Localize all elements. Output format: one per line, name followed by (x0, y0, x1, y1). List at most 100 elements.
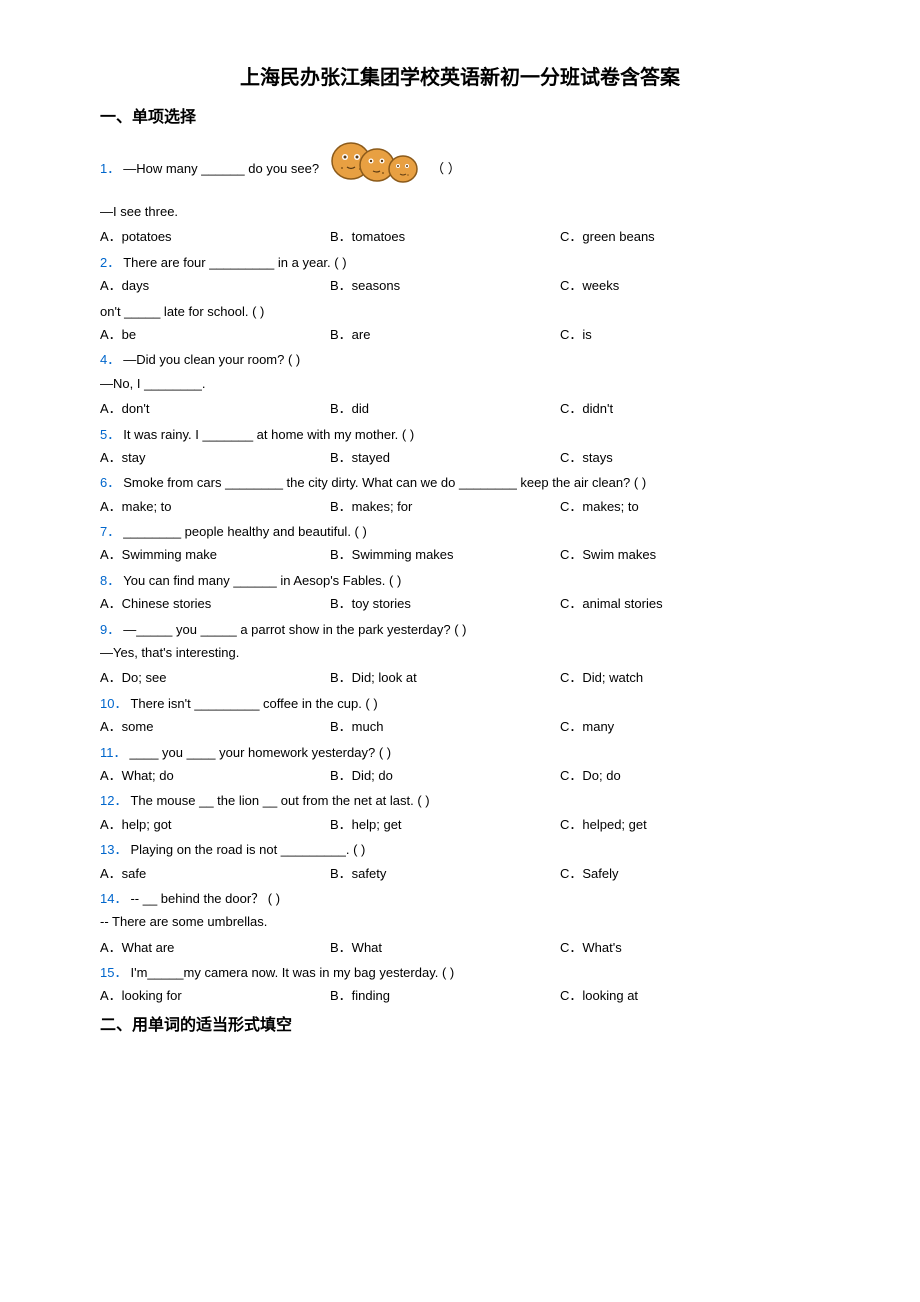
option: C．many (560, 715, 790, 738)
option: C．Swim makes (560, 543, 790, 566)
option: B．did (330, 397, 560, 420)
option: A．some (100, 715, 330, 738)
option: A．potatoes (100, 225, 330, 248)
question-number: 4． (100, 348, 120, 371)
option: C．Did; watch (560, 666, 790, 689)
answer-line: —No, I ________. (100, 372, 820, 395)
option: A．What are (100, 936, 330, 959)
question: 1．—How many ______ do you see? （ ）—I see… (100, 137, 820, 249)
answer-line: -- There are some umbrellas. (100, 910, 820, 933)
question: 7．________ people healthy and beautiful.… (100, 520, 820, 567)
option: C．animal stories (560, 592, 790, 615)
option: B．What (330, 936, 560, 959)
question: 6．Smoke from cars ________ the city dirt… (100, 471, 820, 518)
option: A．help; got (100, 813, 330, 836)
question: 14．-- __ behind the door？ ( )-- There ar… (100, 887, 820, 959)
option: C．makes; to (560, 495, 790, 518)
option: C．What's (560, 936, 790, 959)
question: 13．Playing on the road is not _________.… (100, 838, 820, 885)
option: A．be (100, 323, 330, 346)
options-row: A．Swimming makeB．Swimming makesC．Swim ma… (100, 543, 820, 566)
question-number: 15． (100, 961, 127, 984)
options-row: A．looking forB．findingC．looking at (100, 984, 820, 1007)
question-number: 7． (100, 520, 120, 543)
question-text: There isn't _________ coffee in the cup.… (130, 692, 377, 715)
option: B．help; get (330, 813, 560, 836)
question-text: —_____ you _____ a parrot show in the pa… (123, 618, 466, 641)
question: 8．You can find many ______ in Aesop's Fa… (100, 569, 820, 616)
option: C．green beans (560, 225, 790, 248)
question-number: 11． (100, 741, 127, 764)
question: 4．—Did you clean your room? ( )—No, I __… (100, 348, 820, 420)
option: B．toy stories (330, 592, 560, 615)
question-text: The mouse __ the lion __ out from the ne… (130, 789, 429, 812)
question: 2．There are four _________ in a year. ( … (100, 251, 820, 298)
section-2-header: 二、用单词的适当形式填空 (100, 1012, 820, 1041)
question: 9．—_____ you _____ a parrot show in the … (100, 618, 820, 690)
option: B．makes; for (330, 495, 560, 518)
answer-line: —Yes, that's interesting. (100, 641, 820, 664)
option: C．looking at (560, 984, 790, 1007)
question-number: 10． (100, 692, 127, 715)
question-text: Smoke from cars ________ the city dirty.… (123, 471, 646, 494)
option: B．much (330, 715, 560, 738)
question: 10．There isn't _________ coffee in the c… (100, 692, 820, 739)
option: A．What; do (100, 764, 330, 787)
option: A．Chinese stories (100, 592, 330, 615)
option: C．didn't (560, 397, 790, 420)
option: B．stayed (330, 446, 560, 469)
question-text: You can find many ______ in Aesop's Fabl… (123, 569, 401, 592)
questions-list: 1．—How many ______ do you see? （ ）—I see… (100, 137, 820, 1008)
option: C．stays (560, 446, 790, 469)
question-number: 6． (100, 471, 120, 494)
options-row: A．Do; seeB．Did; look atC．Did; watch (100, 666, 820, 689)
question-text: -- __ behind the door？ ( ) (130, 887, 280, 910)
options-row: A．What areB．WhatC．What's (100, 936, 820, 959)
options-row: A．beB．areC．is (100, 323, 820, 346)
question-paren: （ ） (431, 157, 461, 180)
question: 5．It was rainy. I _______ at home with m… (100, 423, 820, 470)
question-number: 1． (100, 157, 120, 180)
option: B．Did; do (330, 764, 560, 787)
options-row: A．safeB．safetyC．Safely (100, 862, 820, 885)
option: A．stay (100, 446, 330, 469)
question: 15．I'm_____my camera now. It was in my b… (100, 961, 820, 1008)
option: B．Swimming makes (330, 543, 560, 566)
question: on't _____ late for school. ( )A．beB．are… (100, 300, 820, 347)
question-text: ________ people healthy and beautiful. (… (123, 520, 367, 543)
options-row: A．daysB．seasonsC．weeks (100, 274, 820, 297)
option: C．weeks (560, 274, 790, 297)
question-text: There are four _________ in a year. ( ) (123, 251, 346, 274)
question-image (325, 133, 425, 196)
question-text: ____ you ____ your homework yesterday? (… (130, 741, 392, 764)
option: B．are (330, 323, 560, 346)
question-text: Playing on the road is not _________. ( … (130, 838, 365, 861)
question: 11．____ you ____ your homework yesterday… (100, 741, 820, 788)
question-number: 13． (100, 838, 127, 861)
options-row: A．make; toB．makes; forC．makes; to (100, 495, 820, 518)
options-row: A．stayB．stayedC．stays (100, 446, 820, 469)
options-row: A．potatoesB．tomatoesC．green beans (100, 225, 820, 248)
question-text: I'm_____my camera now. It was in my bag … (130, 961, 454, 984)
option: A．don't (100, 397, 330, 420)
options-row: A．someB．muchC．many (100, 715, 820, 738)
option: B．seasons (330, 274, 560, 297)
option: C．helped; get (560, 813, 790, 836)
option: B．safety (330, 862, 560, 885)
page-title: 上海民办张江集团学校英语新初一分班试卷含答案 (100, 60, 820, 96)
options-row: A．don'tB．didC．didn't (100, 397, 820, 420)
question-number: 9． (100, 618, 120, 641)
question-text: It was rainy. I _______ at home with my … (123, 423, 414, 446)
question-number: 8． (100, 569, 120, 592)
options-row: A．What; doB．Did; doC．Do; do (100, 764, 820, 787)
option: A．safe (100, 862, 330, 885)
option: C．Do; do (560, 764, 790, 787)
option: A．days (100, 274, 330, 297)
question-number: 14． (100, 887, 127, 910)
question-text: —Did you clean your room? ( ) (123, 348, 300, 371)
potato-image (325, 133, 425, 187)
option: A．looking for (100, 984, 330, 1007)
option: B．tomatoes (330, 225, 560, 248)
question-text: —How many ______ do you see? (123, 157, 319, 180)
option: B．finding (330, 984, 560, 1007)
